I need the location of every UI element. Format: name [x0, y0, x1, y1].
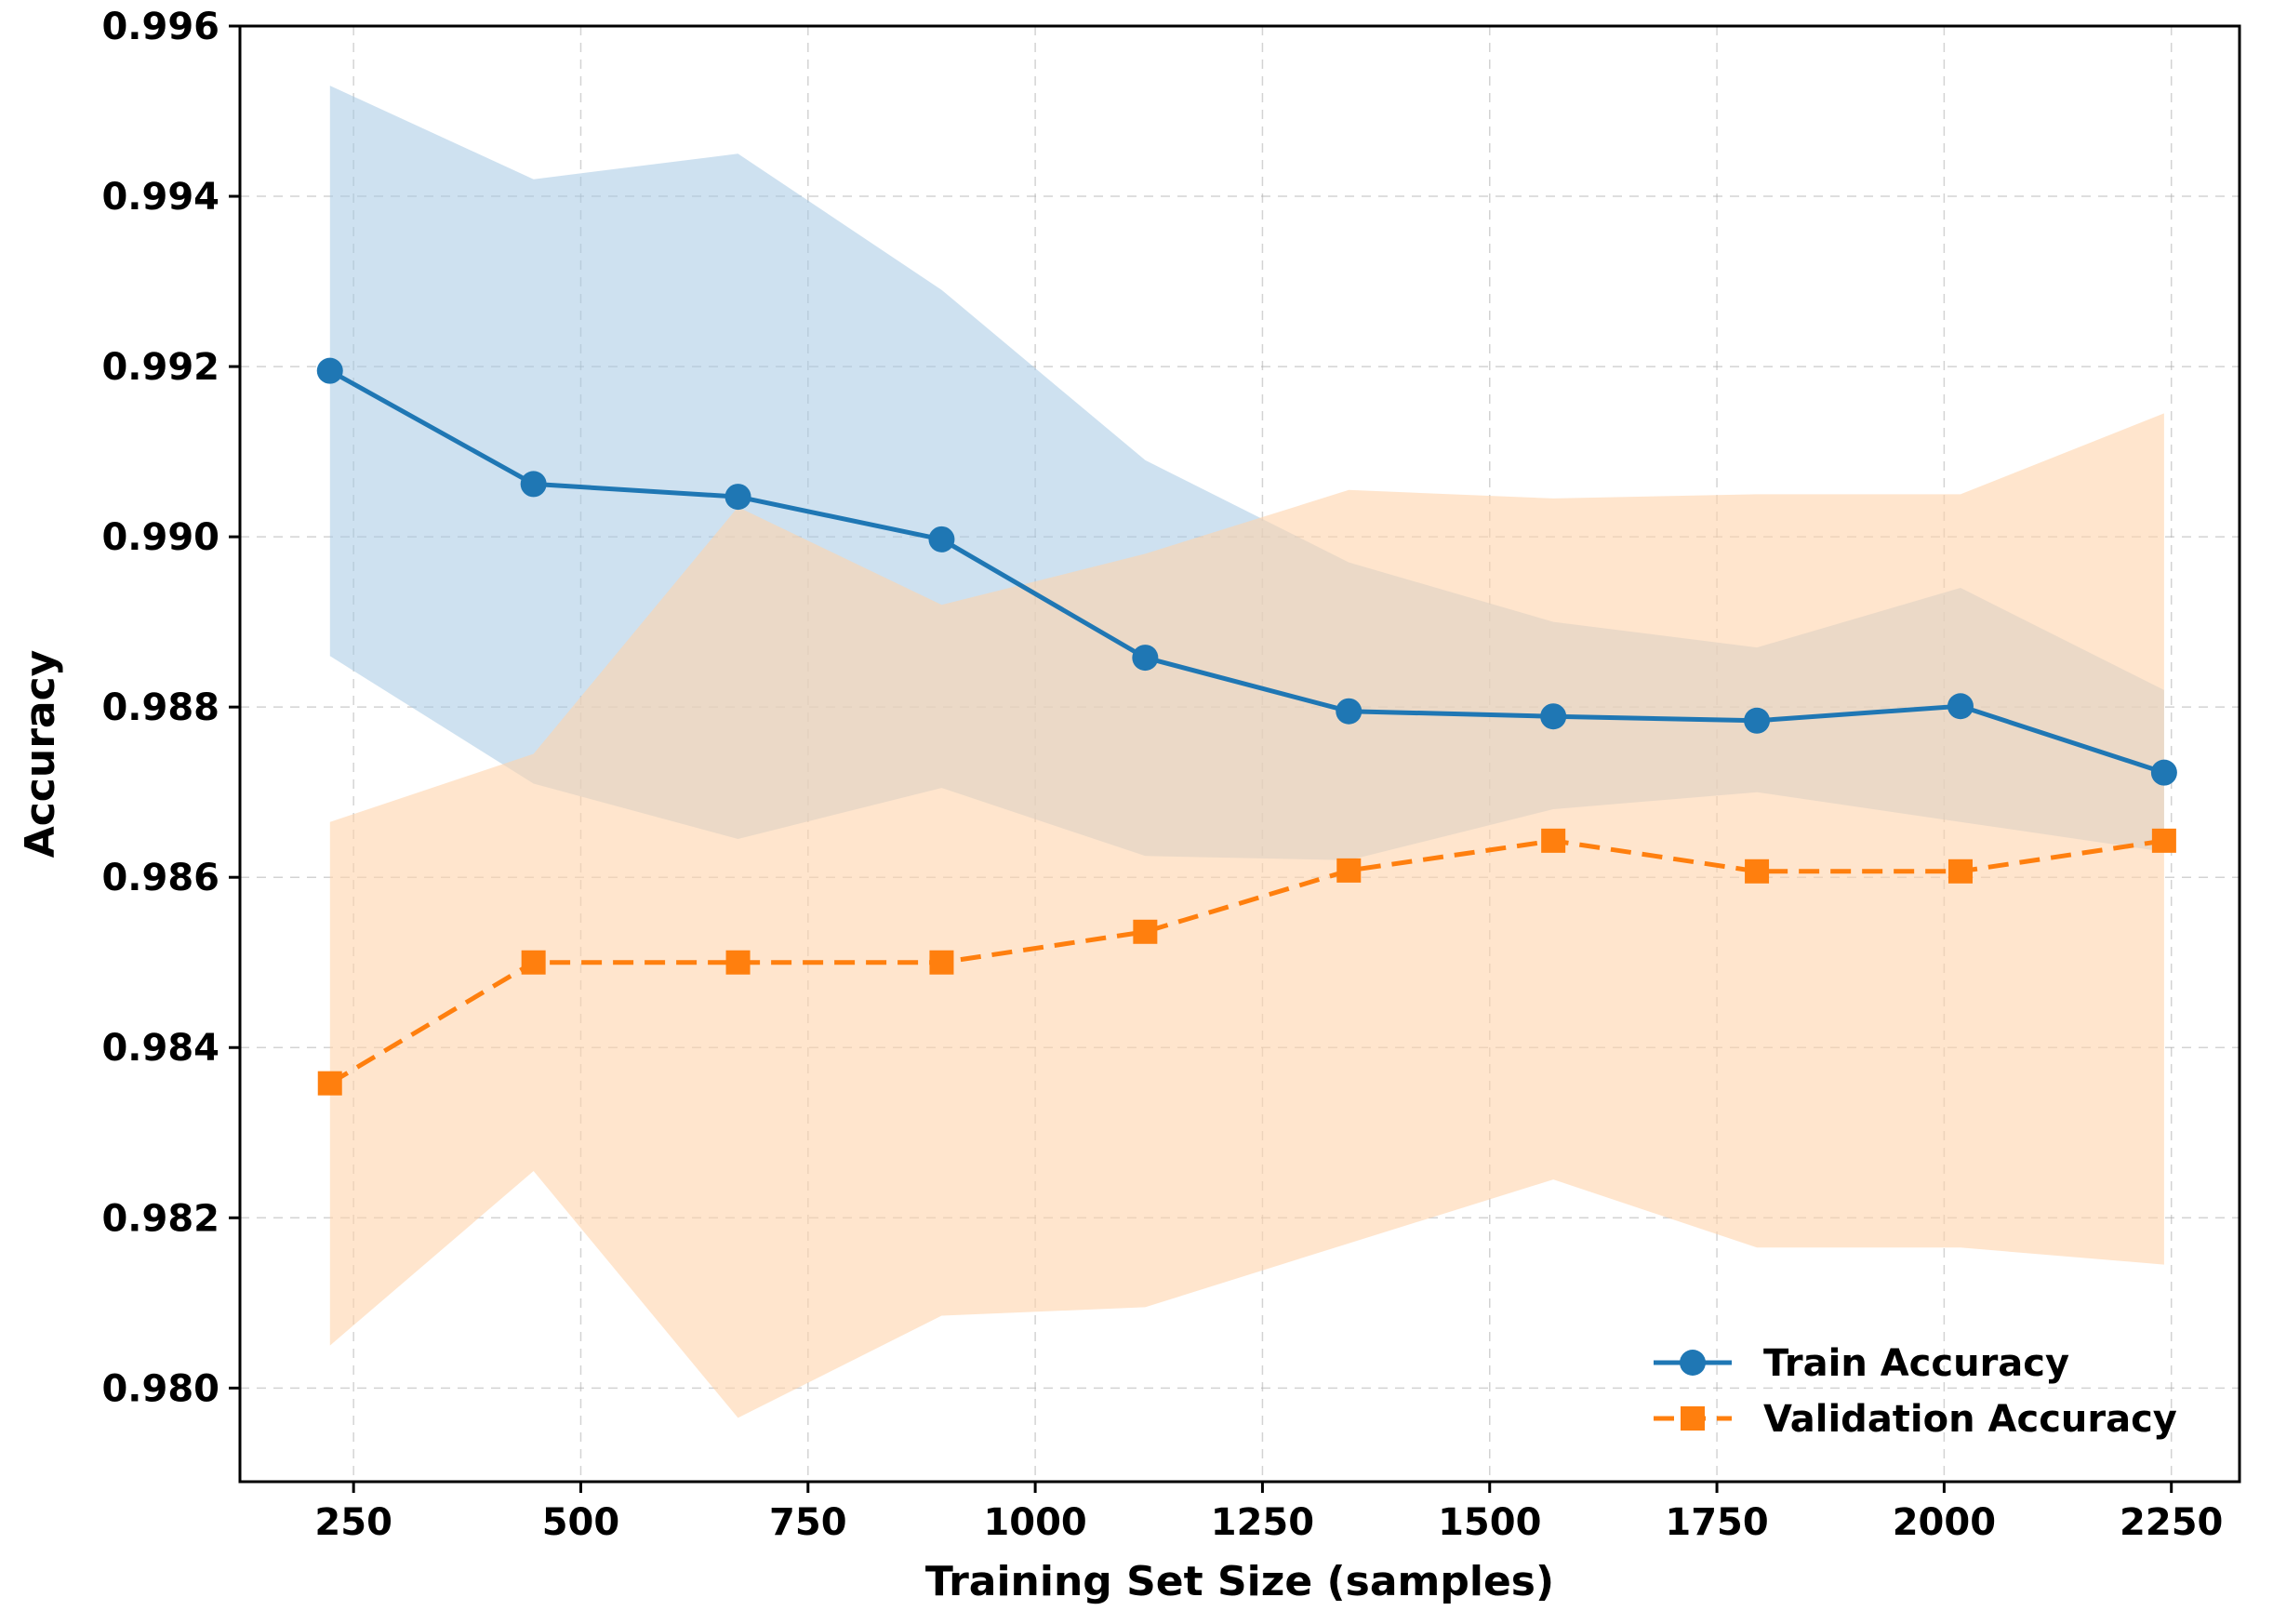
y-tick-label: 0.980	[101, 1367, 219, 1410]
y-tick-label: 0.992	[101, 346, 219, 389]
train-accuracy-point	[2150, 759, 2177, 786]
train-accuracy-point	[1540, 703, 1567, 730]
validation-accuracy-point	[1336, 858, 1362, 883]
x-axis-label: Training Set Size (samples)	[925, 1558, 1554, 1605]
y-tick-label: 0.986	[101, 857, 219, 899]
train-accuracy-point	[724, 484, 751, 511]
validation-accuracy-point	[1133, 919, 1158, 944]
train-accuracy-point	[1132, 645, 1159, 672]
x-tick-label: 1000	[983, 1501, 1086, 1544]
validation-accuracy-point	[725, 950, 751, 975]
confidence-bands	[329, 86, 2164, 1418]
x-tick-label: 1750	[1665, 1501, 1768, 1544]
validation-accuracy-point	[1745, 859, 1770, 884]
x-tick-label: 2000	[1893, 1501, 1996, 1544]
y-axis-label: Accuracy	[17, 650, 64, 859]
validation-accuracy-point	[1541, 828, 1566, 853]
validation-accuracy-point	[317, 1071, 342, 1096]
y-tick-label: 0.984	[101, 1027, 219, 1070]
legend-item-train: Train Accuracy	[1654, 1342, 2069, 1385]
series-markers	[316, 357, 2177, 1096]
y-tick-label: 0.988	[101, 686, 219, 729]
train-accuracy-point	[928, 526, 955, 552]
train-accuracy-point	[1744, 707, 1771, 734]
legend-train-marker	[1680, 1350, 1706, 1376]
legend: Train Accuracy Validation Accuracy	[1654, 1342, 2177, 1441]
x-tick-label: 250	[314, 1501, 392, 1544]
axis-ticks: 250 500 750 1000 1250 1500 1750 2000 2250 0.980 0.…	[101, 6, 2223, 1544]
train-accuracy-point	[316, 357, 343, 384]
validation-accuracy-point	[1947, 859, 1973, 884]
y-tick-label: 0.996	[101, 6, 219, 48]
validation-accuracy-line	[328, 838, 2165, 1085]
x-tick-label: 500	[542, 1501, 620, 1544]
plot-frame	[238, 24, 2241, 1484]
x-tick-label: 1500	[1438, 1501, 1541, 1544]
validation-accuracy-point	[929, 950, 954, 975]
y-tick-label: 0.982	[101, 1197, 219, 1240]
legend-validation-marker	[1681, 1406, 1705, 1431]
legend-item-validation: Validation Accuracy	[1654, 1398, 2177, 1441]
legend-train-label: Train Accuracy	[1763, 1342, 2069, 1385]
x-tick-label: 2250	[2120, 1501, 2223, 1544]
x-tick-label: 1250	[1211, 1501, 1314, 1544]
train-accuracy-point	[520, 471, 547, 498]
train-accuracy-point	[1947, 693, 1974, 720]
legend-validation-label: Validation Accuracy	[1763, 1398, 2177, 1441]
y-tick-label: 0.994	[101, 176, 219, 219]
validation-accuracy-point	[521, 950, 546, 975]
train-accuracy-line	[328, 368, 2165, 775]
train-accuracy-point	[1336, 698, 1362, 725]
x-tick-label: 750	[769, 1501, 847, 1544]
series-lines	[328, 368, 2165, 1085]
validation-confidence-band	[329, 413, 2164, 1418]
y-tick-label: 0.990	[101, 516, 219, 559]
validation-accuracy-point	[2151, 828, 2176, 853]
